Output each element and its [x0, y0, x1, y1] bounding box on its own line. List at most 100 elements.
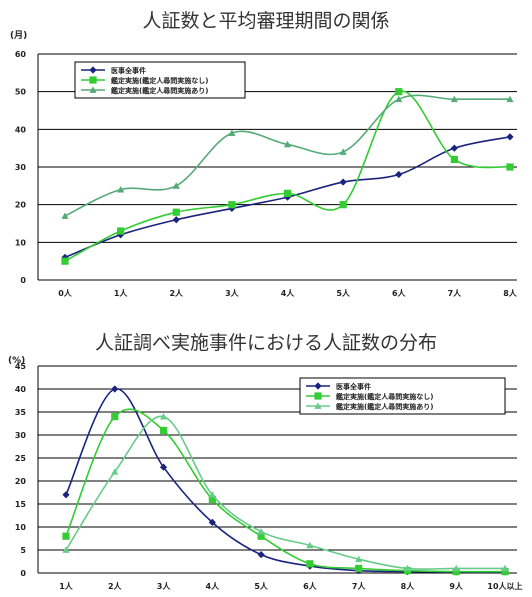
x-tick-label: 7人 [448, 288, 463, 298]
data-point [339, 201, 347, 209]
data-point [339, 178, 347, 186]
legend-marker [89, 76, 97, 84]
data-point [306, 541, 314, 549]
data-point [172, 208, 180, 216]
legend-marker [314, 382, 322, 390]
y-tick-label: 15 [15, 500, 27, 509]
y-tick-label: 10 [15, 523, 27, 532]
chart-plot: 0 5 10 15 20 25 30 35 40 45 1人 2人 3人 4人 5人 6人 7人 8人 9人 10人以… [15, 362, 523, 591]
x-tick-label: 1人 [59, 581, 74, 591]
data-point [208, 491, 216, 498]
data-point [228, 129, 236, 136]
data-point [62, 546, 70, 553]
data-point [172, 182, 180, 189]
data-point [395, 88, 403, 96]
data-point [111, 385, 119, 393]
chart-plot: 0 10 20 30 40 50 60 0人 1人 2人 3人 4人 5人 6人 7人 8人 医事全事件鑑定実施… [15, 50, 518, 298]
y-tick-label: 30 [15, 431, 27, 440]
x-tick-label: 9人 [449, 581, 464, 591]
legend-marker [89, 86, 97, 93]
x-tick-label: 1人 [114, 288, 129, 298]
data-point [257, 528, 265, 535]
data-point [452, 568, 460, 576]
x-tick-label: 3人 [157, 581, 172, 591]
data-point [111, 413, 119, 421]
data-point [208, 495, 216, 503]
data-point [257, 532, 265, 540]
x-tick-label: 6人 [392, 288, 407, 298]
data-point [506, 95, 514, 103]
y-tick-label: 20 [15, 201, 27, 210]
data-point [159, 413, 168, 420]
y-tick-label: 0 [20, 276, 26, 285]
data-point [172, 216, 180, 224]
data-point [306, 560, 314, 568]
legend-label: 鑑定実施(鑑定人尋問実施あり) [336, 402, 433, 411]
chart-title: 人証調べ実施事件における人証数の分布 [94, 332, 437, 354]
data-point [61, 212, 69, 219]
data-point [159, 463, 168, 471]
x-tick-label: 7人 [352, 581, 367, 591]
legend-marker [89, 66, 97, 74]
data-point [61, 257, 69, 265]
chart-distribution: 人証調べ実施事件における人証数の分布 (%) 0 5 10 15 20 25 30 35 40 4… [0, 300, 532, 597]
legend-box [299, 377, 506, 415]
data-point [450, 155, 458, 164]
data-point [501, 568, 509, 576]
data-point [117, 231, 125, 239]
legend-marker [314, 402, 322, 409]
y-tick-label: 10 [15, 238, 27, 247]
y-tick-label: 35 [15, 408, 27, 417]
x-tick-label: 2人 [108, 581, 123, 591]
x-tick-label: 8人 [401, 581, 416, 591]
data-point [62, 491, 70, 499]
series-line [64, 90, 511, 262]
data-point [450, 95, 458, 103]
data-point [339, 148, 347, 155]
data-point [506, 163, 514, 171]
y-tick-label: 50 [15, 88, 27, 97]
x-tick-label: 4人 [281, 288, 296, 298]
y-tick-label: 40 [15, 125, 27, 134]
data-point [111, 468, 119, 475]
data-point [355, 564, 363, 572]
x-tick-label: 2人 [169, 288, 184, 298]
y-tick-label: 40 [15, 385, 27, 394]
y-axis-unit: (%) [8, 356, 26, 366]
x-tick-label: 5人 [336, 288, 351, 298]
chart-avg-period: 人証数と平均審理期間の関係 (月) 0 10 20 30 40 50 60 0人 1人 2人 3人 4… [10, 10, 518, 298]
legend-label: 医事全事件 [336, 382, 371, 391]
data-point [452, 564, 460, 572]
y-tick-label: 60 [15, 50, 27, 59]
y-tick-label: 5 [20, 546, 26, 555]
y-tick-label: 0 [20, 569, 26, 578]
data-point [257, 551, 265, 559]
x-tick-label: 3人 [225, 288, 240, 298]
data-point [159, 426, 168, 434]
x-tick-label: 6人 [303, 581, 318, 591]
data-point [283, 140, 292, 148]
x-tick-label: 8人 [503, 288, 518, 298]
series-line [65, 415, 505, 570]
data-point [450, 144, 458, 152]
y-tick-label: 20 [15, 477, 27, 486]
data-point [403, 564, 412, 572]
y-tick-label: 30 [15, 163, 27, 172]
x-tick-label: 5人 [254, 581, 269, 591]
legend-label: 医事全事件 [111, 66, 146, 75]
y-tick-label: 25 [15, 454, 27, 463]
series-line [65, 388, 506, 573]
data-point [395, 95, 403, 103]
data-point [395, 170, 403, 179]
x-tick-label: 0人 [58, 288, 73, 298]
data-point [61, 253, 69, 261]
data-point [355, 555, 363, 563]
data-point [506, 133, 514, 141]
x-tick-label: 4人 [206, 581, 221, 591]
data-point [117, 227, 125, 235]
legend-label: 鑑定実施(鑑定人尋問実施あり) [111, 86, 208, 95]
legend-marker [314, 392, 322, 400]
legend-label: 鑑定実施(鑑定人尋問実施なし) [336, 392, 433, 401]
y-tick-label: 45 [15, 362, 27, 371]
series-line [65, 408, 506, 573]
